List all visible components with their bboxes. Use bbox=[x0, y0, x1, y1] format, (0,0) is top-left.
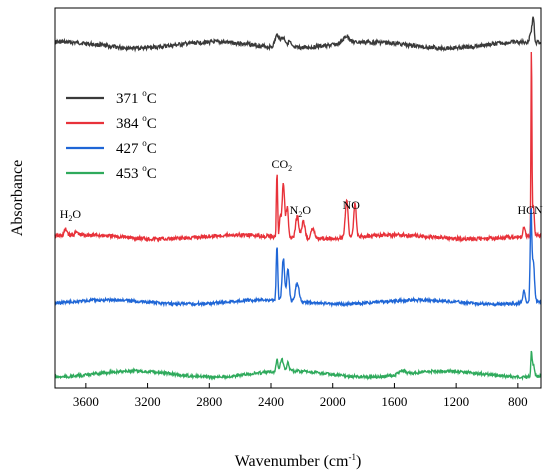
series-line-top bbox=[54, 16, 542, 53]
peak-label: HCN bbox=[518, 203, 544, 217]
peak-label: NO bbox=[343, 198, 361, 212]
peak-label: H2O bbox=[60, 207, 82, 223]
legend-label: 427 oC bbox=[116, 138, 157, 157]
x-tick-label: 3200 bbox=[135, 394, 161, 409]
x-axis-ticks: 3600 3200 2800 2400 2000 1600 1200 800 bbox=[73, 383, 528, 409]
legend-label: 384 oC bbox=[116, 113, 157, 132]
x-tick-label: 1200 bbox=[443, 394, 469, 409]
x-tick-label: 1600 bbox=[381, 394, 407, 409]
x-tick-label: 2800 bbox=[196, 394, 222, 409]
peak-label: CO2 bbox=[271, 157, 292, 173]
plot-lines bbox=[54, 16, 542, 382]
x-axis-title: Wavenumber (cm-1) bbox=[235, 452, 362, 470]
x-tick-label: 800 bbox=[508, 394, 528, 409]
peak-label: N2O bbox=[290, 203, 312, 219]
legend-label: 371 oC bbox=[116, 88, 157, 107]
x-tick-label: 3600 bbox=[73, 394, 99, 409]
legend: 371 oC 384 oC 427 oC 453 oC bbox=[66, 88, 157, 182]
legend-label: 453 oC bbox=[116, 163, 157, 182]
plot-frame bbox=[54, 7, 542, 389]
x-tick-label: 2000 bbox=[320, 394, 346, 409]
series-line-bottom bbox=[54, 350, 542, 382]
x-tick-label: 2400 bbox=[258, 394, 284, 409]
peak-annotations: H2O CO2 N2O NO HCN bbox=[60, 157, 543, 223]
y-axis-title: Absorbance bbox=[9, 160, 26, 236]
series-line-blue bbox=[54, 206, 542, 308]
series-line-red bbox=[54, 51, 542, 243]
